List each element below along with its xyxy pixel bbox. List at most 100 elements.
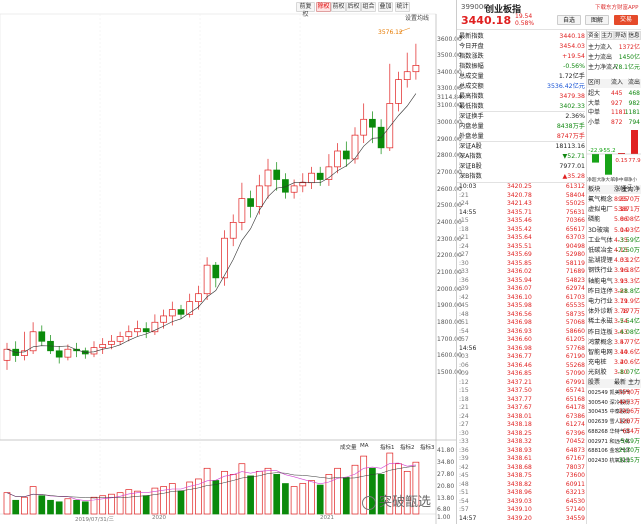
volume-bar <box>38 495 46 515</box>
quote-action-button[interactable]: 自选 <box>557 15 581 25</box>
stock-name: 688268 华特气体 <box>588 428 631 435</box>
volume-indicator-tab[interactable]: 指标3 <box>420 445 435 451</box>
tick-time: :24 <box>459 412 469 420</box>
tick-volume: 61274 <box>565 421 585 428</box>
sector-row[interactable]: 光刻胶 3.10 -8.07亿 <box>587 367 641 378</box>
sector-row[interactable]: 昨日连停 3.81 -28.8亿 <box>587 286 641 297</box>
stat-label: 最低指数 <box>459 103 484 110</box>
stock-row[interactable]: 002971 和远气体 -54.9万 <box>587 438 641 447</box>
tick-price: 3438.82 <box>507 480 532 488</box>
sector-pct: 3.81 <box>614 287 628 295</box>
toolbar-button[interactable]: 叠加 <box>378 2 393 12</box>
tick-price: 3435.85 <box>507 259 532 267</box>
stat-value: 3479.38 <box>559 93 585 100</box>
toolbar-button[interactable]: 统计 <box>395 2 410 12</box>
quote-action-button[interactable]: 图解 <box>585 15 609 25</box>
stat-row: 最低指数 3402.33 <box>459 102 585 112</box>
tick-price: 3438.18 <box>507 421 532 428</box>
toolbar-button[interactable]: 前复权 <box>296 2 315 18</box>
stat-label: 深证换手 <box>459 113 484 120</box>
stat-row: 总成交额 3536.42亿元 <box>459 82 585 92</box>
sector-row[interactable]: 氟气概念 8.35 9370万 <box>587 194 641 205</box>
volume-bar <box>264 467 272 515</box>
sector-row[interactable]: 盐湖提锂 4.03 3.12亿 <box>587 255 641 266</box>
tick-time: :42 <box>459 293 469 301</box>
toolbar-button[interactable]: 除权 <box>316 2 331 12</box>
stock-row[interactable]: 300435 中泰股份 2426万 <box>587 408 641 417</box>
toolbar-button[interactable]: 后权 <box>346 2 361 12</box>
sector-pct: 5.04 <box>614 226 628 234</box>
candle-body <box>125 331 133 337</box>
volume-bar <box>325 474 333 515</box>
stock-row[interactable]: 002639 雪人股份 1287万 <box>587 418 641 427</box>
sector-row[interactable]: 磷能 5.06 8.08亿 <box>587 214 641 225</box>
tick-time: :48 <box>459 480 469 488</box>
divider <box>459 111 585 112</box>
quote-action-button[interactable]: 交易 <box>614 15 638 25</box>
price-tick-label: 2300.00 <box>437 236 462 243</box>
stat-value: 1.72亿手 <box>558 73 585 80</box>
net-flow-axis-label: 净大单 <box>600 178 615 183</box>
tick-volume: 73600 <box>565 472 585 479</box>
stat-label: 深证B股 <box>459 163 482 170</box>
sector-row[interactable]: 充电桩 3.40 20.6亿 <box>587 357 641 368</box>
volume-bar <box>403 470 411 515</box>
stock-row[interactable]: 688268 华特气体 654万 <box>587 428 641 437</box>
price-tick-label: 1500.00 <box>437 369 462 376</box>
sector-row[interactable]: 3D玻璃 5.04 1.93亿 <box>587 225 641 236</box>
stat-value: 7977.01 <box>559 163 585 170</box>
fund-tab[interactable]: 异动 <box>614 31 627 40</box>
sector-row[interactable]: 钢铁行业 3.96 1.18亿 <box>587 265 641 276</box>
ma-setting-label[interactable]: 设置均线 <box>405 15 430 22</box>
sector-row[interactable]: 电力行业 3.79 11.9亿 <box>587 296 641 307</box>
sector-row[interactable]: 体外诊断 3.78 177万 <box>587 306 641 317</box>
kline-chart-area[interactable]: 前复权 除权 前权 后权 组合 叠加 统计 设置均线 3576.12 3600.00 3500… <box>0 0 462 524</box>
volume-tick-label: 1.00 <box>437 514 451 521</box>
tick-row: :36 3435.94 54823 <box>459 277 585 286</box>
app-download-link[interactable]: 下载东方财富APP <box>595 5 639 11</box>
tick-row: :21 3437.67 64178 <box>459 404 585 413</box>
flow-in: 445 <box>611 90 623 97</box>
sector-row[interactable]: 轴能电气 3.93 15.3亿 <box>587 276 641 287</box>
tick-price: 3436.10 <box>507 293 532 301</box>
sector-row[interactable]: 智能电网 3.44 10.6亿 <box>587 347 641 358</box>
volume-indicator-tab[interactable]: MA <box>360 443 369 449</box>
tick-time: :18 <box>459 225 469 233</box>
stock-row[interactable]: 300540 深冷股份 4473万 <box>587 399 641 408</box>
sector-row[interactable]: 工业气体 4.35 -3.59亿 <box>587 235 641 246</box>
volume-bar <box>221 470 228 515</box>
stock-row[interactable]: 002549 凯美特气 5590万 <box>587 389 641 398</box>
tick-time: 14:56 <box>459 344 477 352</box>
volume-indicator-tab[interactable]: 指标2 <box>400 445 415 451</box>
fund-tab[interactable]: 资金 <box>587 31 600 40</box>
tick-row: :51 3438.96 63213 <box>459 489 585 498</box>
tick-time: :33 <box>459 268 469 275</box>
sector-name: 轴能电气 <box>588 277 613 285</box>
toolbar-button[interactable]: 组合 <box>361 2 376 12</box>
sector-row[interactable]: 稀土永磁 3.74 -5.54亿 <box>587 316 641 327</box>
fund-tab[interactable]: 主力 <box>600 31 614 40</box>
sector-pct: 4.35 <box>614 236 628 244</box>
stock-row[interactable]: 002430 杭氧股份 -3115万 <box>587 457 641 466</box>
toolbar-button[interactable]: 前权 <box>331 2 346 12</box>
sector-pct: 3.40 <box>614 359 628 367</box>
stat-row: 内盘总量 8438万手 <box>459 122 585 132</box>
tick-volume: 67190 <box>565 353 585 360</box>
tick-row: :06 3436.46 55268 <box>459 362 585 371</box>
fund-tab[interactable]: 信息 <box>627 31 641 40</box>
volume-indicator-tab[interactable]: 成交量 <box>340 445 357 451</box>
sector-row[interactable]: 昨日连板 3.63 -4.08亿 <box>587 327 641 338</box>
stat-value: 3402.33 <box>559 103 585 110</box>
volume-bar <box>212 480 220 515</box>
stat-label: 深证A股 <box>459 143 482 150</box>
candle-body <box>395 79 402 104</box>
stock-name: 002430 杭氧股份 <box>588 457 631 464</box>
stock-row[interactable]: 688106 金宏气体 -2170万 <box>587 447 641 456</box>
stock-mainflow: 2426万 <box>618 408 640 416</box>
candle-body <box>316 172 324 180</box>
sector-row[interactable]: 虚拟电厂 5.18 3871万 <box>587 204 641 215</box>
volume-indicator-tab[interactable]: 指标1 <box>380 445 395 451</box>
sector-row[interactable]: 低碳冶金 4.15 -7250万 <box>587 245 641 256</box>
sector-name: 3D玻璃 <box>588 226 610 234</box>
sector-row[interactable]: 鸿蒙概念 3.57 4.77亿 <box>587 337 641 348</box>
